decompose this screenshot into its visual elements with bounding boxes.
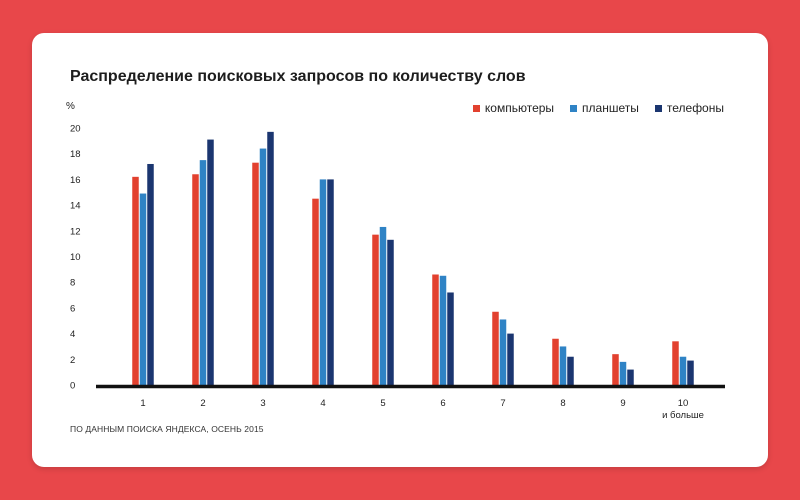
bar — [132, 176, 139, 385]
y-tick-label: 10 — [70, 252, 81, 263]
y-tick-label: 20 — [70, 124, 81, 135]
x-tick-label: 5 — [380, 398, 385, 409]
bar — [267, 131, 274, 385]
bar — [679, 356, 687, 385]
bar — [379, 226, 387, 385]
legend-swatch — [472, 104, 480, 112]
bar — [672, 341, 679, 385]
y-tick-label: 0 — [70, 381, 75, 392]
y-tick-label: 2 — [70, 355, 75, 366]
bar — [312, 198, 319, 385]
x-tick-label: 3 — [260, 398, 265, 409]
bar — [439, 275, 447, 385]
bar — [447, 292, 454, 385]
y-axis-unit: % — [66, 101, 75, 112]
bar — [492, 311, 499, 385]
bar — [387, 239, 394, 385]
bar — [139, 193, 147, 385]
y-tick-label: 18 — [70, 149, 81, 160]
y-tick-label: 16 — [70, 175, 81, 186]
legend-label: телефоны — [666, 101, 724, 115]
x-tick-label: 7 — [500, 398, 505, 409]
bar — [319, 179, 327, 385]
y-tick-label: 14 — [70, 201, 81, 212]
legend-item-phones: телефоны — [654, 101, 724, 115]
x-tick-sublabel: и больше — [662, 410, 704, 421]
bar — [559, 346, 567, 385]
bar — [147, 163, 154, 385]
bar — [507, 333, 514, 385]
legend: компьютеры планшеты телефоны — [472, 101, 724, 115]
x-tick-label: 6 — [440, 398, 445, 409]
legend-swatch — [654, 104, 662, 112]
y-tick-label: 4 — [70, 329, 75, 340]
x-tick-label: 8 — [560, 398, 565, 409]
legend-item-computers: компьютеры — [472, 101, 555, 115]
x-tick-label: 9 — [620, 398, 625, 409]
legend-item-tablets: планшеты — [570, 101, 639, 115]
bar — [432, 274, 439, 385]
legend-label: компьютеры — [484, 101, 555, 115]
chart-card: Распределение поисковых запросов по коли… — [32, 33, 768, 467]
bar — [259, 148, 267, 385]
x-tick-label: 10 — [678, 398, 689, 409]
bar — [499, 319, 507, 385]
bar — [192, 174, 199, 385]
x-tick-label: 2 — [200, 398, 205, 409]
x-tick-label: 1 — [140, 398, 145, 409]
bar — [207, 139, 214, 385]
y-tick-label: 12 — [70, 226, 81, 237]
source-note: ПО ДАННЫМ ПОИСКА ЯНДЕКСА, ОСЕНЬ 2015 — [70, 424, 264, 434]
legend-swatch — [570, 104, 578, 112]
bar — [612, 354, 619, 385]
bar — [567, 356, 574, 385]
bar — [327, 179, 334, 385]
bar — [627, 369, 634, 385]
y-tick-label: 6 — [70, 303, 75, 314]
bar — [199, 160, 207, 385]
bar — [252, 162, 259, 385]
chart-title: Распределение поисковых запросов по коли… — [70, 68, 526, 85]
bar — [372, 234, 379, 385]
legend-label: планшеты — [582, 101, 639, 115]
bar — [619, 361, 627, 385]
x-tick-label: 4 — [320, 398, 325, 409]
bar — [687, 360, 694, 385]
bar — [552, 338, 559, 385]
y-tick-label: 8 — [70, 278, 75, 289]
